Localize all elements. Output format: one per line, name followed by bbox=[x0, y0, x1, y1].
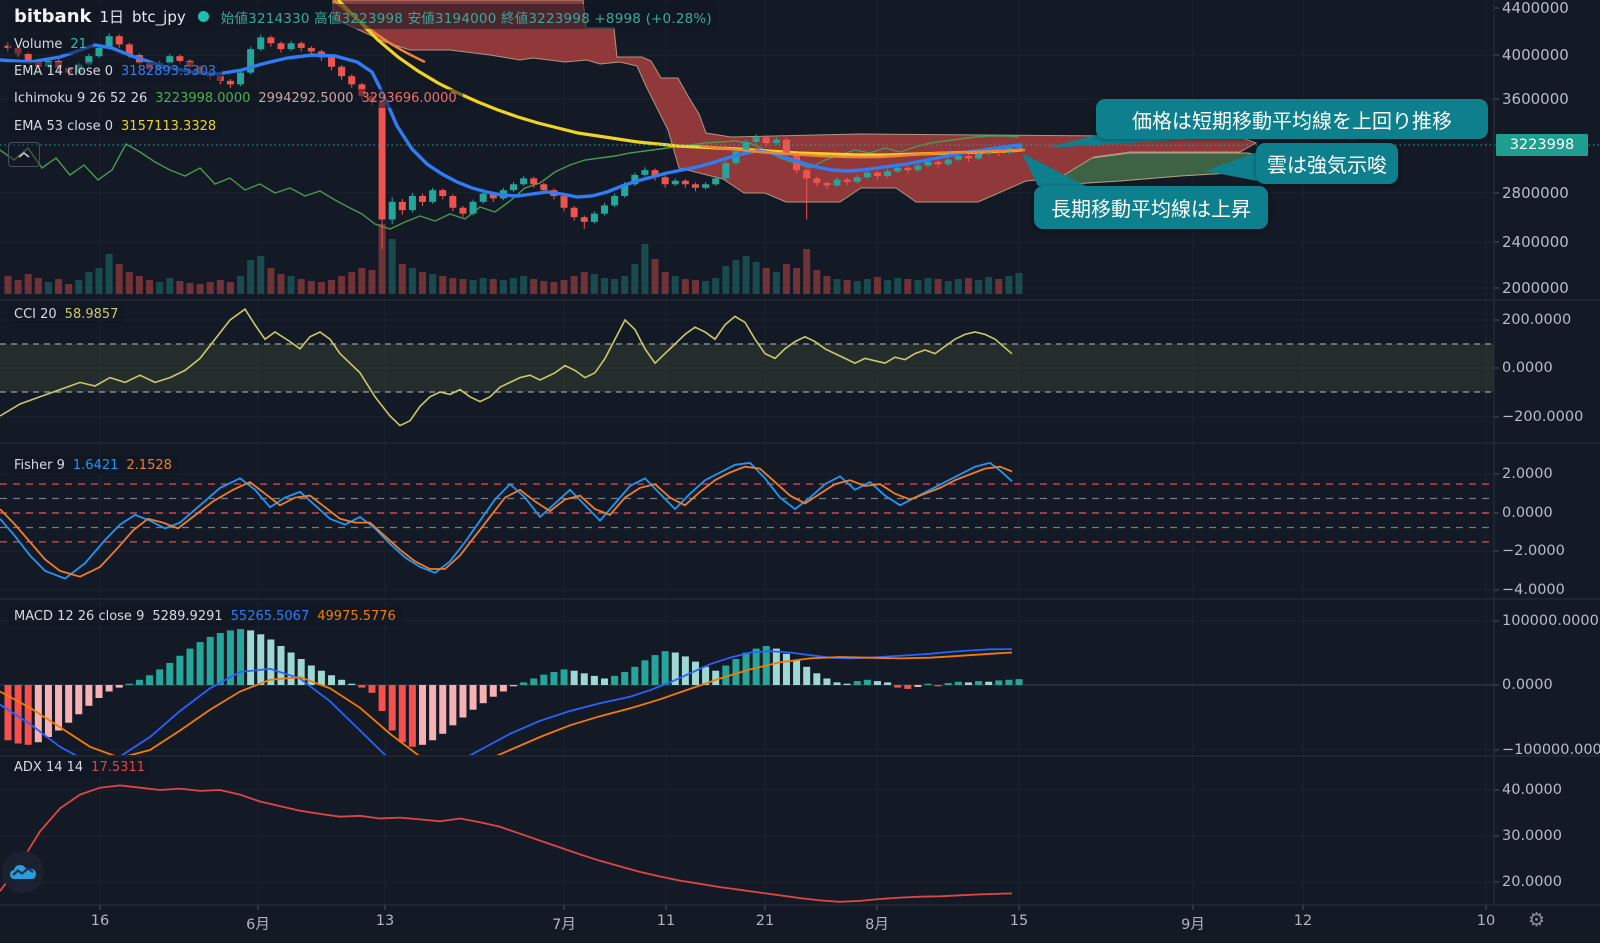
legend-ichimoku[interactable]: Ichimoku 9 26 52 26 3223998.0000 2994292… bbox=[8, 89, 463, 108]
chevron-up-icon bbox=[18, 151, 30, 158]
fisher-label: Fisher 9 bbox=[14, 458, 65, 473]
macd-value-1: 5289.9291 bbox=[152, 609, 223, 624]
macd-signal-line bbox=[0, 651, 1013, 755]
main-price-pane[interactable] bbox=[0, 0, 1278, 294]
ichimoku-label: Ichimoku 9 26 52 26 bbox=[14, 91, 148, 106]
price-axis-label: 0.0000 bbox=[1502, 677, 1553, 693]
annotation-text: 長期移動平均線は上昇 bbox=[1051, 197, 1251, 221]
cloud-chart-icon bbox=[10, 865, 36, 879]
annotation-text: 雲は強気示唆 bbox=[1267, 153, 1387, 177]
cci-value: 58.9857 bbox=[64, 307, 119, 322]
legend-volume[interactable]: Volume 21 bbox=[8, 35, 93, 54]
symbol-header[interactable]: bitbank 1日 btc_jpy 始値3214330 高値3223998 安… bbox=[8, 4, 718, 29]
cci-label: CCI 20 bbox=[14, 307, 57, 322]
price-axis-label: 0.0000 bbox=[1502, 360, 1553, 376]
legend-cci[interactable]: CCI 20 58.9857 bbox=[8, 305, 125, 324]
annotation-long-ma-rising[interactable]: 長期移動平均線は上昇 bbox=[1034, 186, 1268, 229]
ema14-value: 3182893.5303 bbox=[121, 64, 217, 79]
annotation-tail bbox=[1022, 153, 1086, 186]
price-axis-label: −200.0000 bbox=[1502, 409, 1584, 425]
adx-line bbox=[0, 784, 1013, 903]
ema14-label: EMA 14 close 0 bbox=[14, 64, 114, 79]
annotation-price-above-short-ma[interactable]: 価格は短期移動平均線を上回り推移 bbox=[1096, 99, 1488, 139]
price-axis-label: 4000000 bbox=[1502, 46, 1569, 64]
adx-label: ADX 14 14 bbox=[14, 760, 84, 775]
interval-selector[interactable]: 1日 bbox=[99, 8, 125, 26]
ohlc-values: 始値3214330 高値3223998 安値3194000 終値3223998 … bbox=[220, 10, 712, 27]
annotation-tail bbox=[1205, 150, 1263, 182]
price-axis-label: −4.0000 bbox=[1502, 582, 1565, 598]
fisher-value-2: 2.1528 bbox=[126, 458, 172, 473]
ema53-line bbox=[336, 0, 1023, 157]
cci-pane[interactable] bbox=[0, 308, 1494, 427]
price-axis-label: −2.0000 bbox=[1502, 543, 1565, 559]
legend-ema14[interactable]: EMA 14 close 0 3182893.5303 bbox=[8, 62, 223, 81]
macd-pane[interactable] bbox=[0, 629, 1494, 773]
fisher-value-1: 1.6421 bbox=[72, 458, 119, 473]
time-axis-label: 7月 bbox=[552, 917, 576, 933]
legend-adx[interactable]: ADX 14 14 17.5311 bbox=[8, 758, 151, 777]
macd-value-3: 49975.5776 bbox=[317, 609, 396, 624]
collapse-pane-button[interactable] bbox=[8, 142, 40, 167]
time-axis-label: 10 bbox=[1476, 913, 1496, 929]
volume-bars bbox=[4, 224, 1023, 294]
price-axis-label: 20.0000 bbox=[1502, 874, 1562, 890]
ichimoku-baseline bbox=[699, 144, 1026, 159]
fisher-trigger-line bbox=[0, 465, 1013, 578]
symbol-name[interactable]: btc_jpy bbox=[132, 7, 186, 26]
price-axis-label: 2400000 bbox=[1502, 233, 1569, 251]
ema14-line bbox=[0, 43, 1023, 199]
price-axis-label: 2000000 bbox=[1502, 279, 1569, 297]
fisher-pane[interactable] bbox=[0, 461, 1494, 580]
annotation-cloud-bullish[interactable]: 雲は強気示唆 bbox=[1256, 143, 1398, 184]
time-axis-label: 6月 bbox=[246, 917, 270, 933]
volume-value: 21 bbox=[70, 37, 87, 52]
price-axis-label: −100000.0000 bbox=[1502, 742, 1600, 758]
ichimoku-cloud-bearish bbox=[332, 0, 1258, 203]
price-axis-label: 100000.0000 bbox=[1502, 613, 1599, 629]
annotation-text: 価格は短期移動平均線を上回り推移 bbox=[1132, 108, 1452, 133]
ichimoku-value-2: 2994292.5000 bbox=[258, 91, 354, 106]
market-status-icon bbox=[197, 11, 209, 22]
cci-line bbox=[0, 308, 1013, 427]
watermark-logo-button[interactable] bbox=[2, 851, 44, 893]
time-axis-label: 11 bbox=[656, 913, 676, 929]
volume-label: Volume bbox=[14, 37, 63, 52]
macd-value-2: 55265.5067 bbox=[230, 609, 310, 624]
price-axis-label: 2800000 bbox=[1502, 184, 1569, 202]
time-axis-label: 21 bbox=[755, 913, 775, 929]
price-axis-label: 30.0000 bbox=[1502, 828, 1562, 844]
price-axis-label: 3600000 bbox=[1502, 90, 1569, 108]
macd-label: MACD 12 26 close 9 bbox=[14, 609, 145, 624]
ichimoku-value-3: 3293696.0000 bbox=[361, 91, 457, 106]
fisher-line bbox=[0, 461, 1013, 580]
ema53-value: 3157113.3328 bbox=[121, 119, 217, 134]
price-axis-label: 2.0000 bbox=[1502, 466, 1553, 482]
price-axis-label: 40.0000 bbox=[1502, 782, 1562, 798]
legend-macd[interactable]: MACD 12 26 close 9 5289.9291 55265.5067 … bbox=[8, 607, 402, 626]
price-axis-label: 0.0000 bbox=[1502, 505, 1553, 521]
time-axis-label: 15 bbox=[1009, 913, 1029, 929]
axis-settings-gear-icon[interactable]: ⚙ bbox=[1528, 909, 1546, 931]
last-price-badge: 3223998 bbox=[1496, 134, 1588, 156]
time-axis-label: 12 bbox=[1293, 913, 1313, 929]
time-axis-label: 16 bbox=[90, 913, 110, 929]
adx-value: 17.5311 bbox=[91, 760, 145, 775]
legend-fisher[interactable]: Fisher 9 1.6421 2.1528 bbox=[8, 456, 178, 475]
exchange-name[interactable]: bitbank bbox=[14, 6, 92, 27]
ichimoku-value-1: 3223998.0000 bbox=[155, 91, 251, 106]
price-axis-label: 4400000 bbox=[1502, 0, 1569, 17]
time-axis-label: 9月 bbox=[1181, 917, 1205, 933]
adx-pane[interactable] bbox=[0, 784, 1013, 903]
price-axis-label: 200.0000 bbox=[1502, 312, 1572, 328]
legend-ema53[interactable]: EMA 53 close 0 3157113.3328 bbox=[8, 117, 223, 136]
ema53-label: EMA 53 close 0 bbox=[14, 119, 114, 134]
ichimoku-lagging-line bbox=[0, 135, 1020, 230]
time-axis-label: 13 bbox=[375, 913, 395, 929]
time-axis-label: 8月 bbox=[865, 917, 889, 933]
